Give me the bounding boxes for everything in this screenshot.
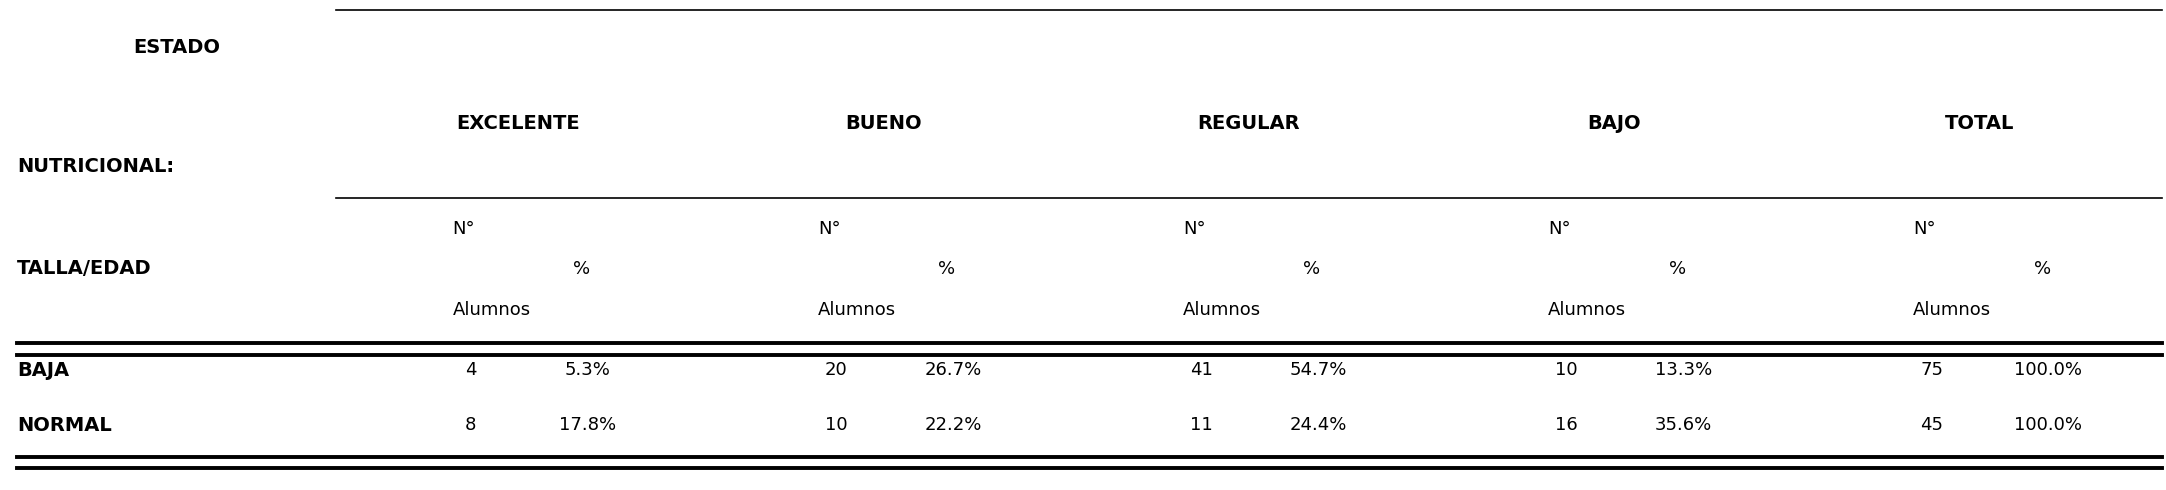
Text: %: % — [1304, 260, 1321, 277]
Text: 4: 4 — [466, 362, 477, 379]
Text: 45: 45 — [1919, 416, 1943, 434]
Text: 10: 10 — [825, 416, 847, 434]
Text: N°: N° — [1913, 220, 1936, 238]
Text: 20: 20 — [825, 362, 847, 379]
Text: 16: 16 — [1555, 416, 1577, 434]
Text: BUENO: BUENO — [845, 114, 923, 133]
Text: ESTADO: ESTADO — [132, 38, 221, 56]
Text: 26.7%: 26.7% — [925, 362, 981, 379]
Text: %: % — [2034, 260, 2051, 277]
Text: BAJO: BAJO — [1588, 114, 1640, 133]
Text: 8: 8 — [466, 416, 477, 434]
Text: Alumnos: Alumnos — [1913, 301, 1991, 318]
Text: 13.3%: 13.3% — [1655, 362, 1711, 379]
Text: Alumnos: Alumnos — [819, 301, 897, 318]
Text: 41: 41 — [1189, 362, 1213, 379]
Text: 100.0%: 100.0% — [2014, 416, 2082, 434]
Text: N°: N° — [819, 220, 840, 238]
Text: %: % — [1668, 260, 1685, 277]
Text: 17.8%: 17.8% — [559, 416, 617, 434]
Text: N°: N° — [1183, 220, 1206, 238]
Text: 5.3%: 5.3% — [565, 362, 611, 379]
Text: NORMAL: NORMAL — [17, 416, 113, 435]
Text: Alumnos: Alumnos — [1183, 301, 1261, 318]
Text: TALLA/EDAD: TALLA/EDAD — [17, 259, 152, 278]
Text: BAJA: BAJA — [17, 361, 69, 380]
Text: Alumnos: Alumnos — [453, 301, 531, 318]
Text: 10: 10 — [1555, 362, 1577, 379]
Text: 11: 11 — [1189, 416, 1213, 434]
Text: N°: N° — [1549, 220, 1570, 238]
Text: 75: 75 — [1919, 362, 1943, 379]
Text: 22.2%: 22.2% — [925, 416, 981, 434]
Text: 54.7%: 54.7% — [1289, 362, 1347, 379]
Text: TOTAL: TOTAL — [1945, 114, 2014, 133]
Text: %: % — [938, 260, 955, 277]
Text: %: % — [574, 260, 589, 277]
Text: REGULAR: REGULAR — [1198, 114, 1300, 133]
Text: NUTRICIONAL:: NUTRICIONAL: — [17, 157, 175, 176]
Text: 35.6%: 35.6% — [1655, 416, 1711, 434]
Text: 24.4%: 24.4% — [1289, 416, 1347, 434]
Text: EXCELENTE: EXCELENTE — [457, 114, 580, 133]
Text: 100.0%: 100.0% — [2014, 362, 2082, 379]
Text: N°: N° — [453, 220, 474, 238]
Text: Alumnos: Alumnos — [1549, 301, 1627, 318]
